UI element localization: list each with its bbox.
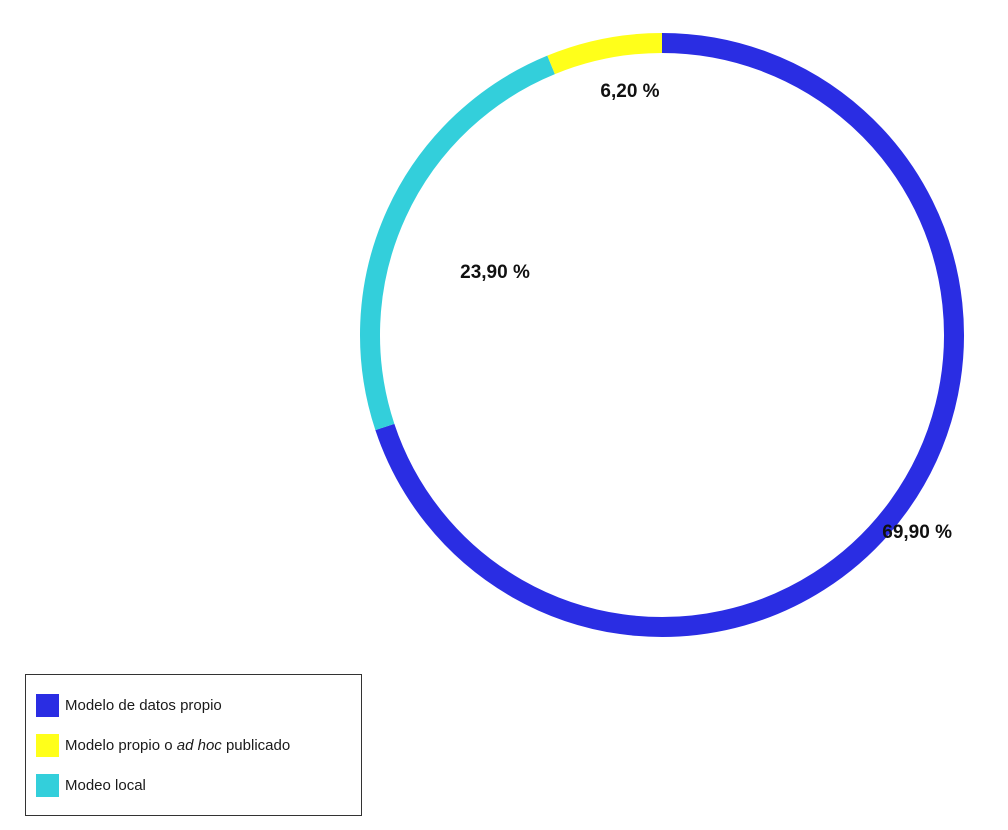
legend-item-modeo-local: Modeo local bbox=[36, 773, 361, 797]
legend-label: Modelo de datos propio bbox=[65, 697, 222, 714]
donut-slice-3 bbox=[551, 43, 662, 65]
legend-label: Modeo local bbox=[65, 777, 146, 794]
slice-value-label: 23,90 % bbox=[460, 262, 530, 283]
legend-label: Modelo propio o ad hoc publicado bbox=[65, 737, 290, 754]
legend-item-modelo-propio-ad-hoc: Modelo propio o ad hoc publicado bbox=[36, 733, 361, 757]
legend-label-part: Modelo propio o bbox=[65, 737, 177, 754]
slice-value-label: 69,90 % bbox=[882, 522, 952, 543]
donut-slice-1 bbox=[385, 43, 954, 627]
legend-item-modelo-de-datos-propio: Modelo de datos propio bbox=[36, 693, 361, 717]
slice-value-label: 6,20 % bbox=[600, 81, 659, 102]
donut-slice-2 bbox=[370, 65, 551, 427]
legend-swatch-yellow bbox=[36, 734, 59, 757]
legend-label-part: publicado bbox=[222, 737, 290, 754]
chart-legend: Modelo de datos propio Modelo propio o a… bbox=[25, 674, 362, 816]
donut-slices bbox=[370, 43, 954, 627]
legend-label-italic: ad hoc bbox=[177, 737, 222, 754]
legend-swatch-cyan bbox=[36, 774, 59, 797]
legend-swatch-blue bbox=[36, 694, 59, 717]
